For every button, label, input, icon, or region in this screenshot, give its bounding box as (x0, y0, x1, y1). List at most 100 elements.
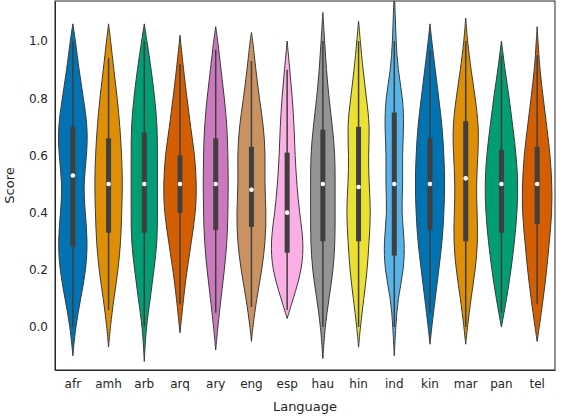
iqr-box (392, 113, 397, 256)
x-tick: pan (490, 370, 513, 391)
violin (95, 24, 122, 347)
chart: 0.00.20.40.60.81.0aframharbarqaryengesph… (0, 0, 574, 416)
median (249, 187, 254, 192)
plot-area: 0.00.20.40.60.81.0aframharbarqaryengesph… (29, 0, 556, 391)
x-tick-label: afr (65, 377, 82, 391)
iqr-box (535, 147, 540, 224)
violin (415, 24, 444, 344)
x-tick: kin (421, 370, 439, 391)
x-tick: tel (529, 370, 544, 391)
x-tick: ind (385, 370, 404, 391)
violin-group (131, 24, 157, 362)
median (71, 173, 76, 178)
y-tick: 0.8 (29, 92, 55, 106)
y-axis-title: Score (2, 167, 17, 203)
iqr-box (320, 130, 325, 242)
iqr-box (106, 138, 111, 232)
x-tick: mar (454, 370, 478, 391)
iqr-box (213, 138, 218, 230)
median (178, 182, 183, 187)
y-tick: 0.0 (29, 320, 55, 334)
x-axis-title: Language (273, 399, 337, 414)
iqr-box (178, 155, 183, 212)
violin-group (453, 18, 478, 344)
violin (203, 27, 228, 350)
iqr-box (428, 138, 433, 230)
plot-frame (55, 1, 555, 370)
x-tick-label: eng (240, 377, 263, 391)
x-tick: arq (170, 370, 190, 391)
median (392, 182, 397, 187)
violin (271, 41, 302, 318)
y-tick: 0.6 (29, 149, 55, 163)
x-tick-label: kin (421, 377, 439, 391)
violins (59, 1, 552, 361)
median (428, 182, 433, 187)
y-tick-label: 0.6 (29, 149, 48, 163)
x-tick-label: amh (95, 377, 122, 391)
median (213, 182, 218, 187)
y-tick: 0.2 (29, 263, 55, 277)
violin (485, 41, 517, 327)
violin (522, 27, 552, 342)
violin (237, 32, 266, 341)
x-tick-label: ind (385, 377, 404, 391)
violin (453, 18, 478, 344)
median (321, 182, 326, 187)
x-tick: arb (134, 370, 154, 391)
x-tick: hau (312, 370, 335, 391)
x-tick-label: pan (490, 377, 513, 391)
median (463, 176, 468, 181)
iqr-box (249, 147, 254, 227)
violin-group (95, 24, 122, 347)
violin-group (485, 41, 517, 327)
x-tick-label: hin (349, 377, 368, 391)
median (285, 210, 290, 215)
y-axis: 0.0 0.2 0.4 0.6 0.8 1.0 (29, 2, 56, 371)
violin (311, 12, 336, 358)
violin-group (522, 27, 552, 342)
violin (164, 35, 196, 332)
x-tick-label: tel (529, 377, 544, 391)
y-tick-label: 0.2 (29, 263, 48, 277)
y-tick: 0.4 (29, 206, 55, 220)
x-tick: eng (240, 370, 263, 391)
median (499, 182, 504, 187)
y-tick-label: 1.0 (29, 34, 48, 48)
x-tick: ary (206, 370, 225, 391)
violin-group (59, 24, 88, 356)
y-tick-label: 0.8 (29, 92, 48, 106)
violin-group (164, 35, 196, 332)
x-tick-label: esp (277, 377, 298, 391)
x-tick-label: hau (312, 377, 335, 391)
x-tick-label: mar (454, 377, 478, 391)
violin-group (203, 27, 228, 350)
violin-group (384, 1, 404, 356)
x-tick-label: arq (170, 377, 190, 391)
violin (59, 24, 88, 356)
violin-group (237, 32, 266, 341)
x-tick: hin (349, 370, 368, 391)
violin-group (271, 41, 302, 318)
violin (347, 21, 370, 347)
iqr-box (70, 127, 75, 247)
violin (131, 24, 157, 362)
violin (384, 1, 404, 356)
violin-group (415, 24, 444, 344)
iqr-box (142, 133, 147, 233)
violin-group (311, 12, 336, 358)
median (356, 185, 361, 190)
x-tick: amh (95, 370, 122, 391)
x-tick: esp (277, 370, 298, 391)
iqr-box (356, 127, 361, 241)
x-tick-label: arb (134, 377, 154, 391)
violin-group (347, 21, 370, 347)
iqr-box (463, 121, 468, 241)
median (535, 182, 540, 187)
x-tick-label: ary (206, 377, 225, 391)
y-tick-label: 0.4 (29, 206, 48, 220)
median (142, 182, 147, 187)
iqr-box (499, 150, 504, 233)
x-axis: aframharb arq ary engesphauhin ind kin marpan t… (56, 370, 556, 391)
median (106, 182, 111, 187)
